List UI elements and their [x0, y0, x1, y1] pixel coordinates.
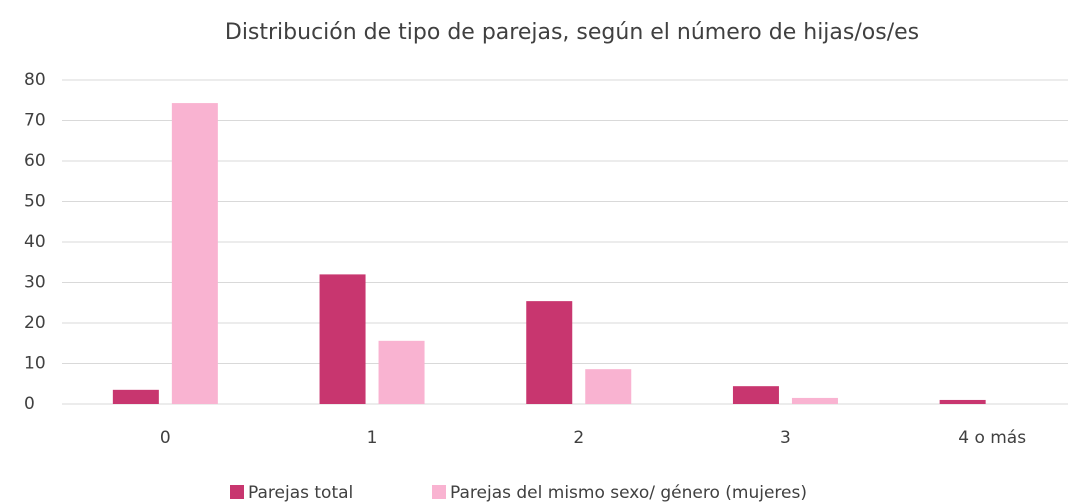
- y-tick-label: 40: [24, 232, 46, 252]
- bar: [112, 389, 159, 404]
- bar: [171, 103, 218, 405]
- chart-title: Distribución de tipo de parejas, según e…: [225, 20, 919, 45]
- bar: [319, 274, 366, 404]
- x-tick-label: 4 o más: [958, 428, 1026, 448]
- bar: [939, 399, 986, 404]
- legend-label: Parejas total: [248, 483, 353, 502]
- y-tick-label: 50: [24, 192, 46, 212]
- bar: [585, 369, 632, 404]
- y-tick-label: 0: [24, 394, 35, 414]
- legend-swatch: [230, 485, 244, 499]
- y-tick-label: 30: [24, 273, 46, 293]
- x-tick-label: 1: [367, 428, 378, 448]
- x-tick-label: 3: [780, 428, 791, 448]
- y-tick-label: 60: [24, 151, 46, 171]
- bar: [378, 340, 425, 404]
- legend-swatch: [432, 485, 446, 499]
- x-tick-label: 0: [160, 428, 171, 448]
- y-tick-label: 70: [24, 111, 46, 131]
- bar: [526, 301, 573, 404]
- bar: [791, 397, 838, 404]
- x-tick-label: 2: [573, 428, 584, 448]
- legend-label: Parejas del mismo sexo/ género (mujeres): [450, 483, 807, 502]
- y-tick-label: 10: [24, 354, 46, 374]
- y-tick-label: 80: [24, 70, 46, 90]
- y-tick-label: 20: [24, 313, 46, 333]
- bar: [732, 386, 779, 404]
